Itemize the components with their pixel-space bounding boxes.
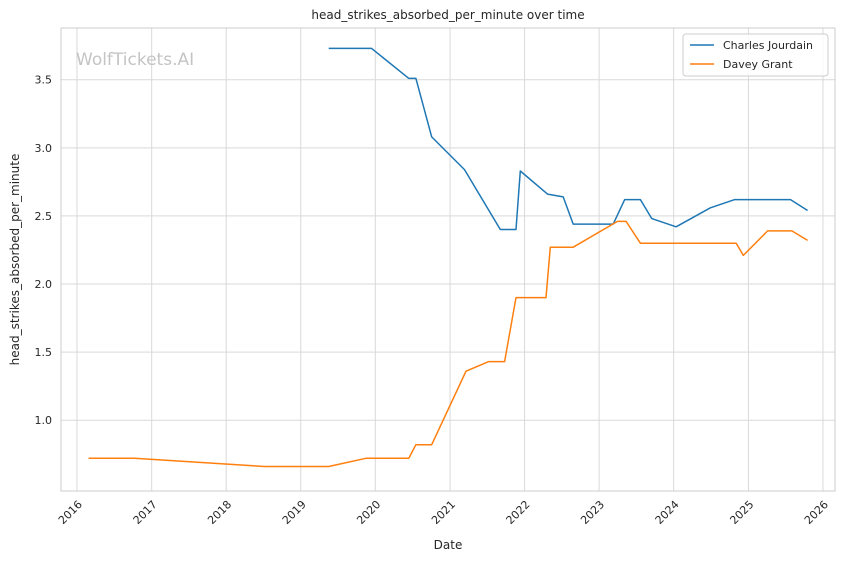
- y-ticks: 1.0 1.5 2.0 2.5 3.0 3.5: [35, 74, 53, 427]
- plot-frame: [60, 27, 836, 492]
- series-line-charles-jourdain: [328, 47, 809, 231]
- legend: Charles Jourdain Davey Grant: [682, 33, 829, 77]
- y-tick-label: 3.0: [35, 142, 53, 155]
- legend-label-davey-grant: Davey Grant: [723, 58, 793, 71]
- y-axis-title: head_strikes_absorbed_per_minute: [8, 154, 22, 366]
- y-tick-label: 2.5: [35, 210, 53, 223]
- watermark-text: WolfTickets.AI: [76, 50, 194, 70]
- series-layer: [88, 47, 809, 468]
- grid: [61, 28, 835, 491]
- legend-label-charles-jourdain: Charles Jourdain: [723, 39, 813, 52]
- chart-title: head_strikes_absorbed_per_minute over ti…: [311, 8, 584, 22]
- series-line-davey-grant: [88, 220, 808, 468]
- legend-box: [682, 33, 829, 77]
- y-tick-label: 1.5: [35, 346, 53, 359]
- x-axis-title: Date: [434, 538, 463, 552]
- y-tick-label: 1.0: [35, 414, 53, 427]
- y-tick-label: 3.5: [35, 74, 53, 87]
- y-tick-label: 2.0: [35, 278, 53, 291]
